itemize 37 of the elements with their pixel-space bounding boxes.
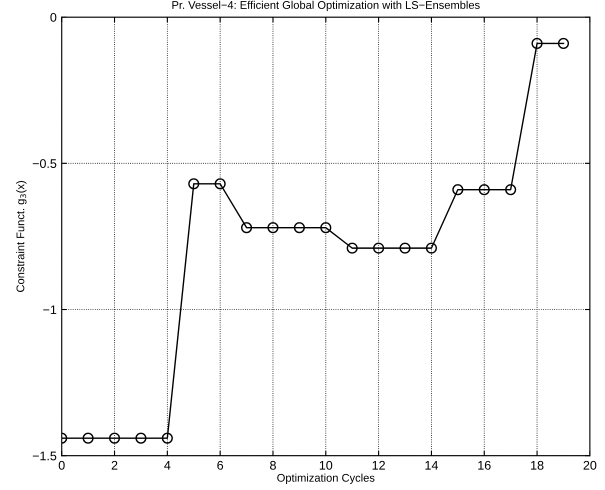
y-tick-label: 0 — [50, 12, 56, 22]
x-tick-label: 6 — [217, 460, 224, 470]
x-tick-label: 12 — [372, 460, 385, 470]
chart-title: Pr. Vessel−4: Efficient Global Optimization with LS−Ensembles — [172, 0, 480, 12]
y-tick-label: −1 — [43, 305, 56, 314]
y-tick-label: −0.5 — [32, 159, 56, 168]
point — [320, 222, 332, 234]
point — [188, 178, 200, 190]
x-tick-label: 18 — [531, 460, 544, 470]
point — [399, 242, 411, 254]
point — [558, 38, 570, 50]
point — [426, 242, 437, 254]
x-tick-label: 8 — [270, 460, 276, 470]
point — [294, 222, 305, 234]
x-tick-label: 0 — [58, 460, 65, 470]
point — [505, 184, 516, 196]
x-tick-label: 20 — [584, 460, 596, 470]
point — [135, 432, 146, 444]
x-tick-label: 16 — [478, 460, 491, 470]
x-tick-label: 4 — [164, 461, 170, 470]
point — [108, 432, 120, 444]
x-axis-title: Optimization Cycles — [277, 474, 374, 484]
point — [241, 222, 252, 234]
point — [346, 242, 358, 254]
x-tick-label: 2 — [112, 460, 118, 470]
point — [162, 432, 173, 444]
point — [82, 432, 94, 444]
point — [214, 178, 226, 190]
point — [373, 242, 384, 254]
y-tick-label: −1.5 — [32, 452, 56, 460]
x-tick-label: 14 — [425, 461, 438, 470]
point — [478, 184, 490, 196]
point — [452, 184, 464, 196]
point — [267, 222, 279, 234]
point — [532, 38, 543, 50]
y-axis-title: Constraint Funct. g$_{3}$(x) — [16, 181, 27, 292]
x-tick-label: 10 — [320, 460, 332, 470]
